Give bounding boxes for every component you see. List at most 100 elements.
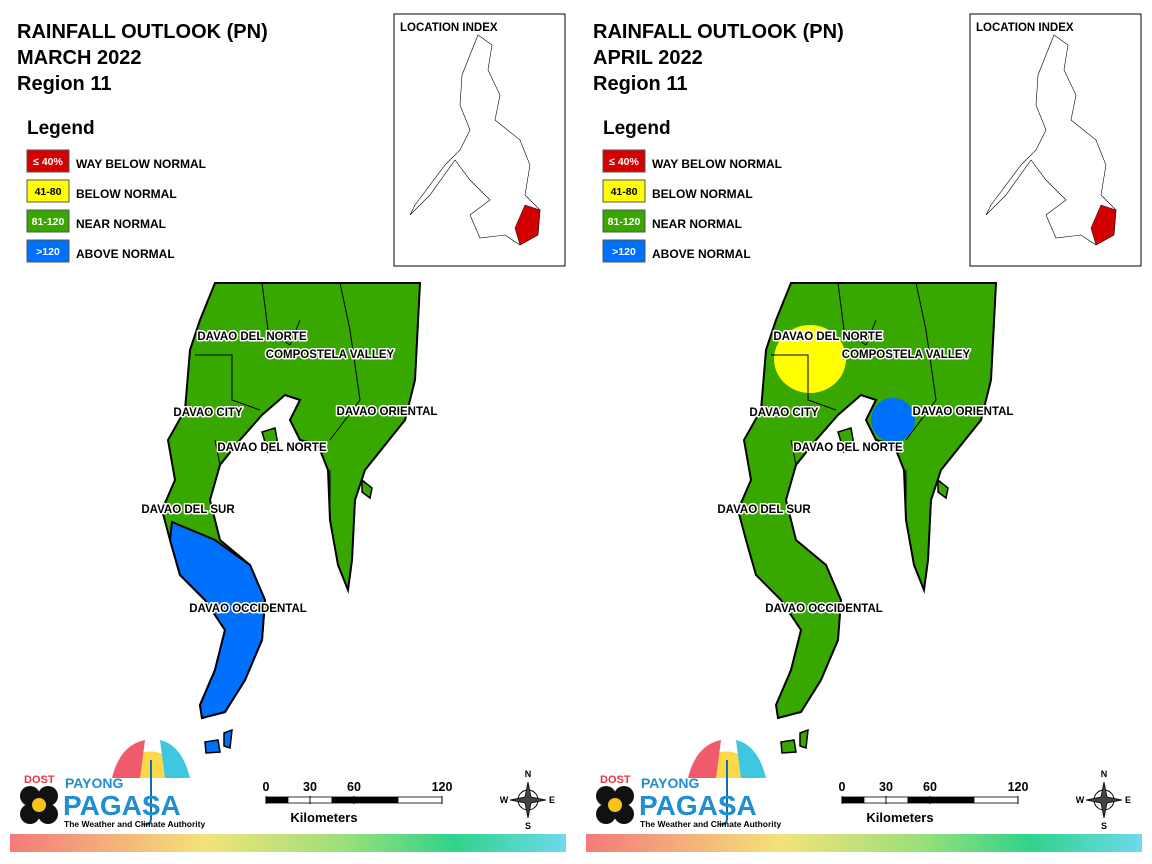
- compass-letter: E: [549, 795, 555, 805]
- island: [780, 728, 809, 754]
- scale-label: 120: [1008, 780, 1029, 794]
- scale-label: 30: [879, 780, 893, 794]
- legend-swatch: [602, 149, 646, 173]
- compass-letter: N: [525, 769, 532, 779]
- province-border: [261, 282, 291, 346]
- legend-range: >120: [36, 246, 60, 258]
- legend-range: 41-80: [611, 186, 638, 198]
- location-highlight: [1090, 204, 1117, 246]
- legend-range: 81-120: [32, 216, 65, 228]
- province-border: [195, 354, 261, 411]
- logo-brand-top: PAYONG: [641, 775, 699, 791]
- compass-star: [509, 781, 547, 819]
- province-border: [289, 319, 301, 346]
- region-label: DAVAO OCCIDENTAL: [765, 603, 883, 615]
- legend-range: 81-120: [608, 216, 641, 228]
- region-above-normal: [168, 520, 267, 720]
- region-below-normal: [774, 325, 846, 393]
- province-border: [214, 439, 221, 466]
- scale-segment: [929, 796, 975, 804]
- legend-title: Legend: [603, 118, 671, 139]
- scale-segment: [287, 796, 311, 804]
- legend-title: Legend: [27, 118, 95, 139]
- province-border: [771, 354, 837, 411]
- region-label: DAVAO DEL SUR: [141, 504, 235, 516]
- legend-swatch: [26, 239, 70, 263]
- panel: RAINFALL OUTLOOK (PN) APRIL 2022 Region 11…: [586, 13, 1142, 852]
- logo-tagline: The Weather and Climate Authority: [640, 819, 781, 829]
- umbrella-left: [688, 740, 721, 778]
- scale-label: 0: [263, 780, 270, 794]
- legend-label: NEAR NORMAL: [76, 217, 166, 231]
- title-line: APRIL 2022: [593, 47, 703, 69]
- region-label: DAVAO ORIENTAL: [337, 406, 438, 418]
- logo-tagline: The Weather and Climate Authority: [64, 819, 205, 829]
- compass-letter: S: [525, 821, 531, 831]
- scale-segment: [397, 796, 443, 804]
- legend-label: BELOW NORMAL: [76, 187, 177, 201]
- logo-agency: DOST: [600, 774, 631, 786]
- location-highlight: [514, 204, 541, 246]
- scale-label: 0: [839, 780, 846, 794]
- legend-swatch: [602, 209, 646, 233]
- scale-label: 30: [303, 780, 317, 794]
- region-label: DAVAO OCCIDENTAL: [189, 603, 307, 615]
- scale-segment: [863, 796, 887, 804]
- umbrella-handle: [718, 760, 728, 826]
- island: [837, 427, 855, 454]
- region-label: DAVAO DEL NORTE: [217, 442, 327, 454]
- legend-swatch: [26, 179, 70, 203]
- title-line: MARCH 2022: [17, 47, 141, 69]
- umbrella-right: [736, 740, 766, 778]
- location-map: [985, 34, 1117, 246]
- title-line: Region 11: [17, 73, 111, 95]
- location-map: [409, 34, 541, 246]
- province-border: [905, 282, 937, 441]
- logo-sun: [608, 798, 622, 812]
- legend-swatch: [602, 179, 646, 203]
- scale-segment: [885, 796, 909, 804]
- umbrella-handle: [142, 760, 152, 826]
- region-label: COMPOSTELA VALLEY: [266, 349, 395, 361]
- compass-star: [1085, 781, 1123, 819]
- logo-brand: PAGASA: [63, 790, 181, 821]
- island: [937, 478, 949, 500]
- title-line: RAINFALL OUTLOOK (PN): [593, 21, 844, 43]
- province-border: [790, 439, 797, 466]
- scale-segment: [907, 796, 931, 804]
- province-border: [837, 282, 867, 346]
- umbrella-left: [112, 740, 145, 778]
- scale-unit: Kilometers: [290, 810, 357, 825]
- province-border: [329, 282, 361, 441]
- legend-range: 41-80: [35, 186, 62, 198]
- location-index-title: LOCATION INDEX: [976, 22, 1074, 34]
- logo-agency: DOST: [24, 774, 55, 786]
- region-label: DAVAO CITY: [749, 407, 819, 419]
- legend-label: ABOVE NORMAL: [652, 247, 751, 261]
- scale-segment: [353, 796, 399, 804]
- region-label: DAVAO CITY: [173, 407, 243, 419]
- scale-segment: [331, 796, 355, 804]
- scale-label: 120: [432, 780, 453, 794]
- color-band: [586, 834, 1142, 852]
- legend-label: ABOVE NORMAL: [76, 247, 175, 261]
- legend-swatch: [26, 209, 70, 233]
- legend-label: WAY BELOW NORMAL: [76, 157, 206, 171]
- scale-label: 60: [347, 780, 361, 794]
- legend-swatch: [26, 149, 70, 173]
- compass-letter: W: [500, 795, 509, 805]
- legend-swatch: [602, 239, 646, 263]
- region-label: DAVAO DEL NORTE: [793, 442, 903, 454]
- logo-brand: PAGASA: [639, 790, 757, 821]
- legend-label: BELOW NORMAL: [652, 187, 753, 201]
- legend-label: WAY BELOW NORMAL: [652, 157, 782, 171]
- logo-brand-top: PAYONG: [65, 775, 123, 791]
- scale-segment: [309, 796, 333, 804]
- island: [261, 427, 279, 454]
- scale-unit: Kilometers: [866, 810, 933, 825]
- region-label: DAVAO DEL NORTE: [197, 331, 307, 343]
- legend-label: NEAR NORMAL: [652, 217, 742, 231]
- scale-label: 60: [923, 780, 937, 794]
- scale-segment: [841, 796, 865, 804]
